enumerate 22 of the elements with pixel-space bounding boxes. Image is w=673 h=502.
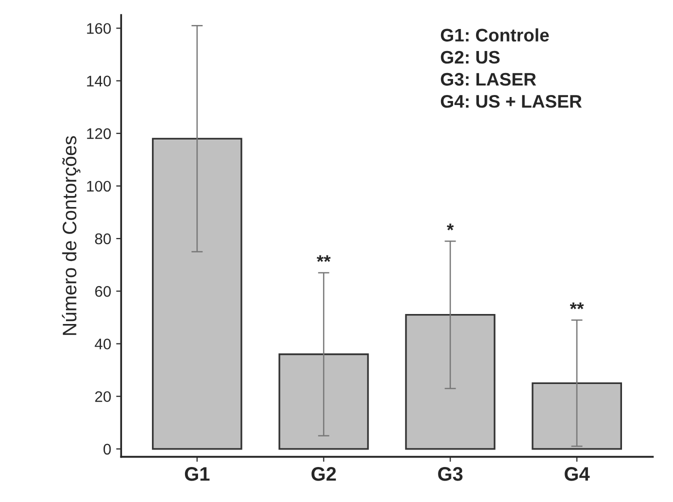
x-tick-label: G2 (312, 467, 336, 481)
y-axis-title: Número de Contorções (62, 136, 80, 335)
bar (405, 314, 496, 450)
annotation: * (446, 224, 454, 230)
y-tick-label: 40 (94, 338, 111, 350)
x-tick-label: G4 (564, 467, 590, 481)
x-tick-label: G1 (184, 467, 210, 481)
y-tick-label: 0 (104, 444, 111, 455)
y-tick-label: 120 (87, 128, 111, 140)
annotation: ** (316, 255, 331, 262)
y-tick-label: 20 (95, 391, 111, 402)
y-tick-label: 80 (95, 233, 111, 244)
annotation: G1: Controle G2: US G3: LASER G4: US + LASER (440, 28, 582, 108)
y-tick-label: 140 (87, 76, 111, 86)
y-tick-label: 160 (87, 23, 111, 34)
y-tick-label: 100 (87, 180, 111, 192)
bar (152, 138, 242, 450)
annotation: ** (570, 302, 584, 310)
x-tick-label: G3 (438, 467, 463, 481)
bar (532, 382, 622, 450)
bar (278, 353, 369, 450)
y-tick-label: 60 (95, 286, 111, 297)
